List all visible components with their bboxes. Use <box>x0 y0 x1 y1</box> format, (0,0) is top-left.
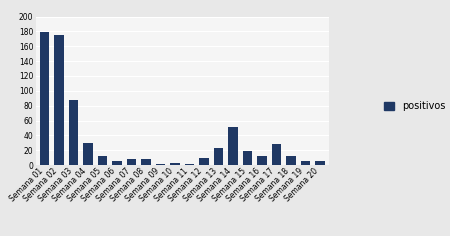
Bar <box>54 35 64 165</box>
Bar <box>243 151 252 165</box>
Bar <box>315 161 324 165</box>
Bar <box>112 161 122 165</box>
Bar <box>214 148 223 165</box>
Bar <box>228 126 238 165</box>
Bar <box>127 159 136 165</box>
Bar <box>199 158 209 165</box>
Bar <box>272 144 281 165</box>
Bar <box>170 163 180 165</box>
Bar <box>301 161 310 165</box>
Bar <box>98 156 107 165</box>
Bar <box>257 156 266 165</box>
Bar <box>185 164 194 165</box>
Bar <box>69 100 78 165</box>
Bar <box>286 156 296 165</box>
Bar <box>83 143 93 165</box>
Legend: positivos: positivos <box>384 101 445 111</box>
Bar <box>40 32 50 165</box>
Bar <box>156 164 165 165</box>
Bar <box>141 159 151 165</box>
